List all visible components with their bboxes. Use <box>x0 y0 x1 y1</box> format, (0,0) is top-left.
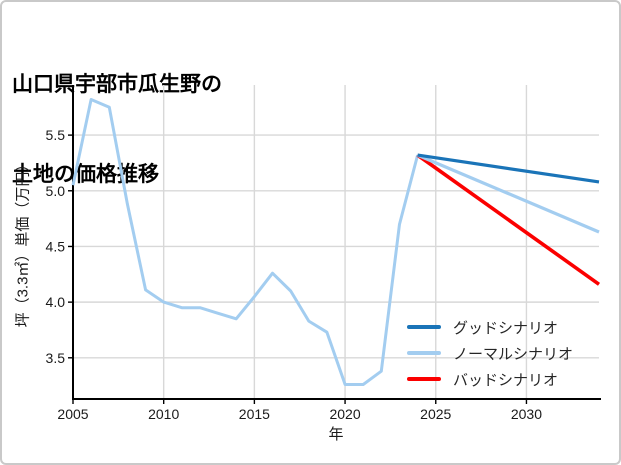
legend-item-bad: バッドシナリオ <box>407 366 573 392</box>
legend-label-normal: ノーマルシナリオ <box>453 345 574 363</box>
legend: グッドシナリオ ノーマルシナリオ バッドシナリオ <box>407 314 573 392</box>
x-tick-label: 2010 <box>148 406 179 422</box>
x-tick-label: 2005 <box>57 406 88 422</box>
x-tick-label: 2020 <box>329 406 360 422</box>
series-line-good <box>417 153 600 184</box>
chart-title-line-1: 山口県宇部市瓜生野の <box>12 73 222 96</box>
x-axis-label: 年 <box>328 426 344 443</box>
normal-scenario-line-swatch <box>407 351 441 355</box>
series-line-normal <box>416 153 600 234</box>
y-tick-label: 5.0 <box>46 183 66 199</box>
x-tick-label: 2015 <box>239 406 270 422</box>
x-tick-label: 2025 <box>420 406 451 422</box>
y-tick-label: 4.0 <box>46 294 66 310</box>
legend-label-good: グッドシナリオ <box>453 319 559 337</box>
bad-scenario-line-swatch <box>407 377 441 381</box>
legend-item-good: グッドシナリオ <box>407 314 573 340</box>
y-tick-label: 5.5 <box>46 127 66 143</box>
y-tick-label: 3.5 <box>46 350 66 366</box>
series-line-bad <box>416 153 601 286</box>
good-scenario-line-swatch <box>407 325 441 329</box>
legend-item-normal: ノーマルシナリオ <box>407 340 573 366</box>
legend-label-bad: バッドシナリオ <box>453 371 559 389</box>
x-tick-label: 2030 <box>511 406 542 422</box>
y-tick-label: 4.5 <box>46 238 66 254</box>
series-line-historical <box>71 98 420 386</box>
